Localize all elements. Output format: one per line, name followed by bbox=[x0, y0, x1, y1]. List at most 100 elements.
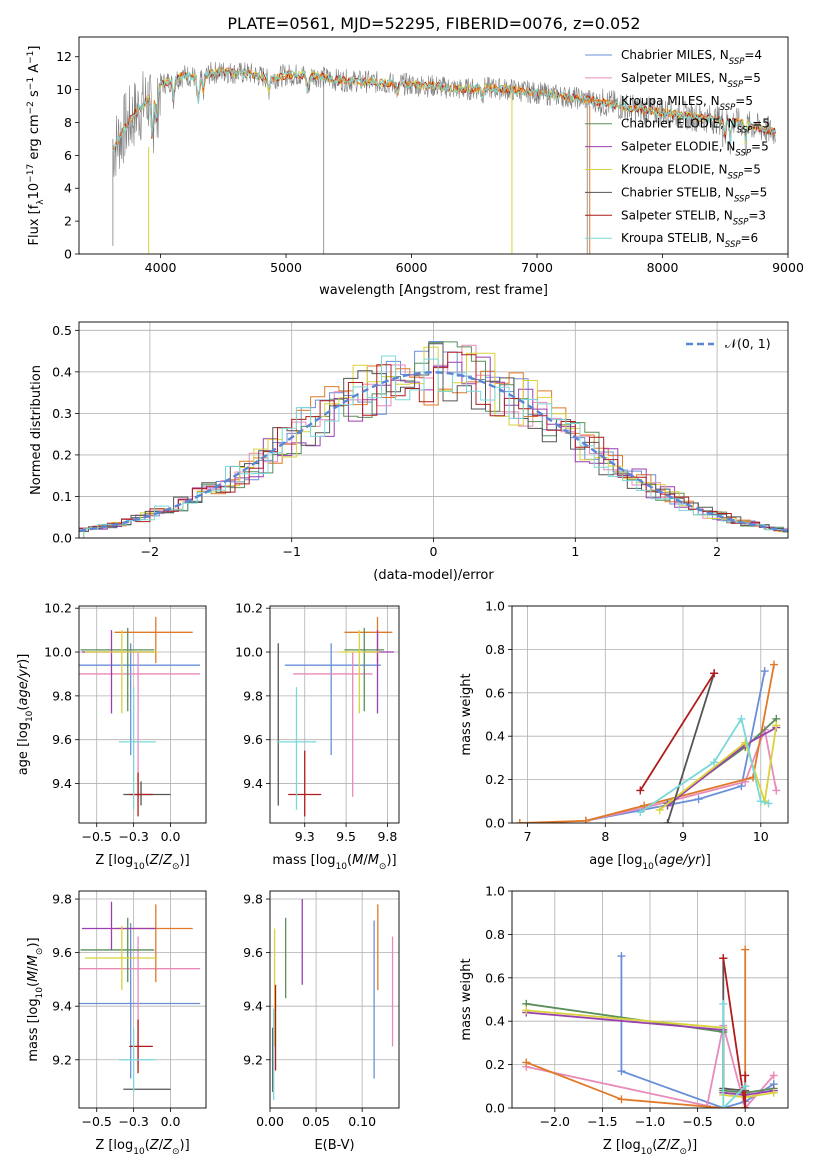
x-tick-label: 7 bbox=[524, 829, 532, 844]
legend-entry: Salpeter ELODIE, NSSP=5 bbox=[621, 140, 769, 159]
axes-frame bbox=[78, 890, 207, 1109]
x-tick-label: −0.3 bbox=[118, 1114, 148, 1129]
label-part: / bbox=[159, 853, 164, 868]
histogram-series bbox=[79, 356, 788, 538]
label-part: )] bbox=[180, 1138, 190, 1153]
label-part: Z bbox=[656, 1138, 667, 1153]
label-part: erg cm bbox=[27, 114, 42, 163]
axes-frame bbox=[511, 605, 789, 824]
axes-frame bbox=[78, 321, 789, 539]
legend-tail: =5 bbox=[750, 185, 768, 199]
label-part: age [log bbox=[589, 853, 642, 868]
y-tick-label: 2 bbox=[64, 214, 72, 229]
label-part: 10 bbox=[25, 710, 35, 722]
y-tick-label: 1.0 bbox=[485, 884, 505, 899]
label-part: E(B-V) bbox=[314, 1138, 354, 1153]
label-part: ( bbox=[16, 706, 31, 711]
x-axis-label: E(B-V) bbox=[314, 1138, 354, 1153]
label-part: age/yr bbox=[659, 853, 702, 868]
histogram-series bbox=[83, 355, 788, 538]
weight-series bbox=[515, 660, 781, 823]
weight-line bbox=[639, 672, 715, 791]
y-tick-label: 0 bbox=[64, 247, 72, 262]
label-part: Z bbox=[162, 1138, 173, 1153]
y-tick-label: 9.4 bbox=[243, 776, 263, 791]
label-part: 10 bbox=[27, 183, 42, 200]
x-tick-label: 0.0 bbox=[161, 1114, 181, 1129]
label-part: / bbox=[26, 966, 41, 971]
y-tick-label: 0.2 bbox=[485, 1057, 505, 1072]
figure-title: PLATE=0561, MJD=52295, FIBERID=0076, z=0… bbox=[227, 14, 640, 33]
mass_vs_ebv-panel: 0.00 0.05 0.10 9.2 9.4 9.6 9.8 E(B-V) bbox=[243, 890, 400, 1153]
label-part: Z [log bbox=[603, 1138, 641, 1153]
x-tick-label: 6000 bbox=[396, 260, 428, 275]
label-part: 10 bbox=[336, 862, 348, 872]
legend-sub: SSP bbox=[720, 103, 736, 113]
x-tick-label: −0.5 bbox=[82, 829, 112, 844]
y-tick-label: 9.6 bbox=[243, 732, 263, 747]
y-tick-label: 0.2 bbox=[485, 772, 505, 787]
y-tick-label: 9.2 bbox=[243, 1052, 263, 1067]
weight-line bbox=[666, 673, 715, 823]
legend-sub: SSP bbox=[725, 240, 741, 250]
x-axis-label: Z [log10(Z/Z⊙)] bbox=[95, 1138, 189, 1157]
legend-sub: SSP bbox=[728, 172, 744, 182]
axes-frame bbox=[269, 890, 400, 1109]
legend-sub: SSP bbox=[734, 194, 750, 204]
legend-sub: SSP bbox=[737, 126, 753, 136]
histogram-series bbox=[79, 351, 788, 538]
label-part: / bbox=[666, 1138, 671, 1153]
label-part: −2 bbox=[26, 101, 36, 114]
errorbars bbox=[79, 616, 201, 817]
label-part: )] bbox=[26, 937, 41, 947]
label-part: ( bbox=[26, 982, 41, 987]
y-tick-label: 10.2 bbox=[235, 601, 263, 616]
y-tick-label: 10.0 bbox=[235, 645, 263, 660]
legend-text: Kroupa STELIB, N bbox=[621, 231, 725, 245]
x-tick-label: 0.05 bbox=[302, 1114, 330, 1129]
y-axis-label: mass [log10(M/M⊙)] bbox=[26, 937, 45, 1061]
legend-text: Chabrier MILES, N bbox=[621, 48, 729, 62]
label-part: Z [log bbox=[95, 1138, 133, 1153]
x-tick-label: 7000 bbox=[521, 260, 553, 275]
legend-tail: =5 bbox=[743, 71, 761, 85]
label-part: )] bbox=[16, 654, 31, 664]
y-tick-label: 9.6 bbox=[52, 945, 72, 960]
label-part: ( bbox=[652, 1138, 657, 1153]
legend-text: Salpeter MILES, N bbox=[621, 71, 728, 85]
x-tick-label: 9.8 bbox=[377, 829, 397, 844]
weight-series bbox=[522, 945, 778, 1108]
x-axis-label: wavelength [Angstrom, rest frame] bbox=[319, 283, 548, 298]
label-part: )] bbox=[386, 853, 396, 868]
y-tick-label: 0.8 bbox=[485, 927, 505, 942]
legend-text: Salpeter STELIB, N bbox=[621, 208, 733, 222]
y-tick-label: 9.8 bbox=[243, 688, 263, 703]
age_vs_Z-panel: −0.5 −0.3 0.09.49.69.810.010.2Z [log10(Z/Z… bbox=[16, 601, 207, 872]
label-part: ( bbox=[347, 853, 352, 868]
legend-tail: =5 bbox=[743, 163, 761, 177]
y-tick-label: 8 bbox=[64, 115, 72, 130]
legend-tail: =5 bbox=[751, 140, 769, 154]
y-tick-label: 0.4 bbox=[485, 729, 505, 744]
label-part: A bbox=[27, 64, 42, 77]
label-part: s bbox=[27, 90, 42, 101]
errorbars bbox=[272, 899, 394, 1100]
y-tick-label: 9.8 bbox=[52, 892, 72, 907]
label-part: age/yr bbox=[16, 662, 31, 705]
x-tick-label: −0.5 bbox=[682, 1114, 712, 1129]
model-spectrum bbox=[112, 68, 776, 152]
x-tick-label: 8000 bbox=[647, 260, 679, 275]
y-tick-label: 9.4 bbox=[243, 999, 263, 1014]
legend-entry: Chabrier STELIB, NSSP=5 bbox=[621, 185, 767, 204]
x-axis-label: Z [log10(Z/Z⊙)] bbox=[95, 853, 189, 872]
legend-tail: =5 bbox=[735, 94, 753, 108]
label-part: mass [log bbox=[272, 853, 335, 868]
y-tick-label: 9.4 bbox=[52, 999, 72, 1014]
label-part: 10 bbox=[35, 987, 45, 999]
y-tick-label: 0.0 bbox=[52, 531, 72, 546]
